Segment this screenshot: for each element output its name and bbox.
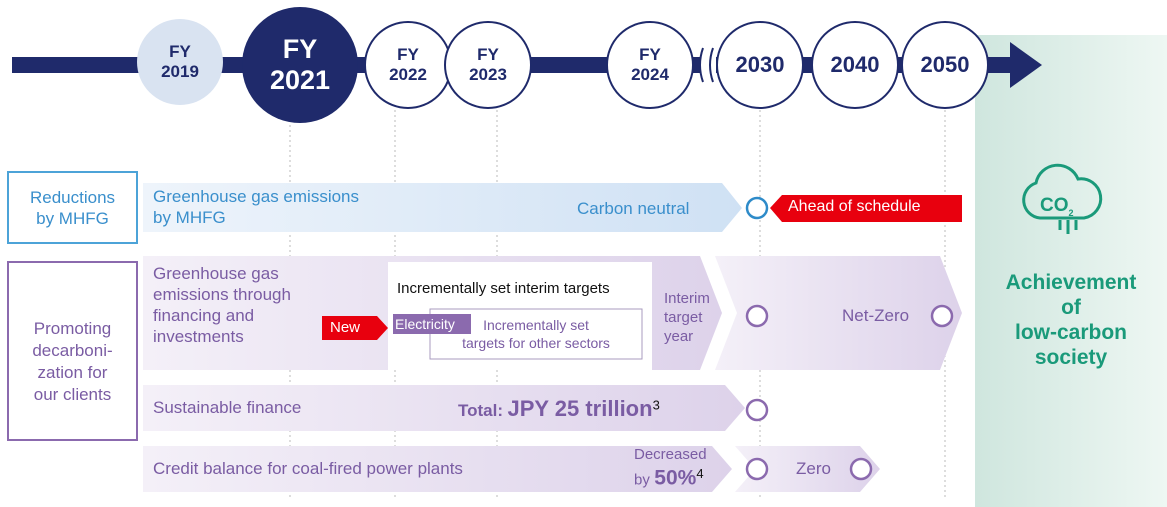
row-band: [143, 446, 732, 492]
prefix: FY: [477, 45, 499, 65]
total-label: Total:: [458, 401, 504, 420]
milestone: [745, 398, 769, 422]
timeline-node: FY 2021: [242, 7, 358, 123]
footnote: 4: [696, 466, 704, 481]
timeline-node: 2030: [716, 21, 804, 109]
co2: CO2: [1040, 195, 1074, 218]
year: 2024: [631, 65, 669, 84]
goal: Zero: [796, 459, 831, 478]
badge: [770, 195, 962, 222]
break-mark: [699, 47, 714, 83]
total: Total: JPY 25 trillion3: [458, 396, 660, 422]
year: 2050: [920, 52, 970, 78]
scope-label: Promoting decarboni-zation for our clients: [8, 318, 137, 406]
year: 2023: [469, 65, 507, 84]
timeline-node: 2050: [901, 21, 989, 109]
line: low-carbon: [1014, 321, 1127, 344]
line: of: [1061, 296, 1081, 319]
co2-text: CO: [1040, 195, 1069, 216]
line: Greenhouse gas emissions: [153, 187, 360, 206]
milestone: [745, 304, 769, 328]
prefix: FY: [397, 45, 419, 65]
line: decarboni-: [32, 341, 113, 360]
goal-label: Achievement of low-carbon society: [975, 270, 1167, 370]
timeline-node: FY 2019: [137, 19, 223, 105]
co2-sub: 2: [1068, 207, 1074, 218]
timeline-node: FY 2022: [364, 21, 452, 109]
row-label: Greenhouse gas emissions through financing…: [153, 263, 291, 347]
reduction: Decreased: [634, 446, 707, 463]
target: Carbon neutral: [577, 199, 690, 218]
row-label: Credit balance for coal-fired power plan…: [153, 459, 463, 478]
row-band: [143, 385, 745, 431]
row-label: Sustainable finance: [153, 398, 302, 417]
interim: Interim target year: [664, 289, 710, 346]
badge-text: Ahead of schedule: [788, 198, 921, 215]
other-sectors: Incrementally set targets for other secto…: [430, 316, 642, 352]
prefix: FY: [639, 45, 661, 65]
prefix: FY: [282, 33, 318, 64]
cloud-icon: [1022, 163, 1103, 220]
scope-label: Reductions by MHFG: [8, 187, 137, 229]
line: zation for: [37, 363, 108, 382]
cloud-rain: [1058, 220, 1078, 234]
row-label: Greenhouse gas emissions by MHFG: [153, 186, 359, 228]
line: Greenhouse gas: [153, 264, 279, 283]
line: emissions through: [153, 285, 291, 304]
line: Incrementally set: [483, 317, 589, 333]
line: by MHFG: [36, 209, 109, 228]
new-text: New: [330, 319, 361, 336]
scope-box: [7, 171, 138, 244]
milestone: [930, 304, 954, 328]
goal: Net-Zero: [842, 306, 910, 325]
milestone: [745, 196, 769, 220]
timeline-node: FY 2024: [606, 21, 694, 109]
line: society: [1034, 346, 1108, 369]
scope-box: [7, 261, 138, 441]
line: target: [664, 309, 703, 326]
line: financing and: [153, 306, 255, 325]
line: Reductions: [29, 188, 116, 207]
new-tag: [322, 316, 388, 340]
milestone: [849, 457, 873, 481]
milestone: [745, 457, 769, 481]
prefix: FY: [169, 42, 191, 62]
year: 2030: [735, 52, 785, 78]
sector: Electricity: [395, 316, 455, 332]
line: by: [634, 471, 650, 489]
amount: JPY 25 trillion: [507, 396, 653, 421]
line: targets for other sectors: [462, 335, 610, 351]
line: investments: [153, 327, 244, 346]
amount: 50%: [654, 466, 697, 490]
timeline-node: FY 2023: [444, 21, 532, 109]
line: Promoting: [33, 319, 112, 338]
year: 2019: [161, 62, 199, 81]
footnote: 3: [652, 397, 660, 413]
year: 2022: [389, 65, 427, 84]
line: Achievement: [1005, 271, 1137, 294]
year: 2021: [269, 65, 331, 95]
timeline-head: [1010, 42, 1042, 88]
goal-panel: [975, 35, 1167, 507]
year: 2040: [830, 52, 880, 78]
box-title: Incrementally set interim targets: [397, 280, 610, 297]
row-band: [143, 183, 742, 232]
line: Interim: [664, 290, 710, 307]
line: our clients: [33, 385, 112, 404]
row-band: [735, 446, 880, 492]
reduction: by 50%4: [634, 466, 704, 490]
break: [700, 50, 716, 80]
line: year: [664, 328, 694, 345]
sector-tag: [393, 314, 471, 334]
row-band: [715, 256, 962, 370]
timeline-node: 2040: [811, 21, 899, 109]
line: by MHFG: [153, 208, 226, 227]
